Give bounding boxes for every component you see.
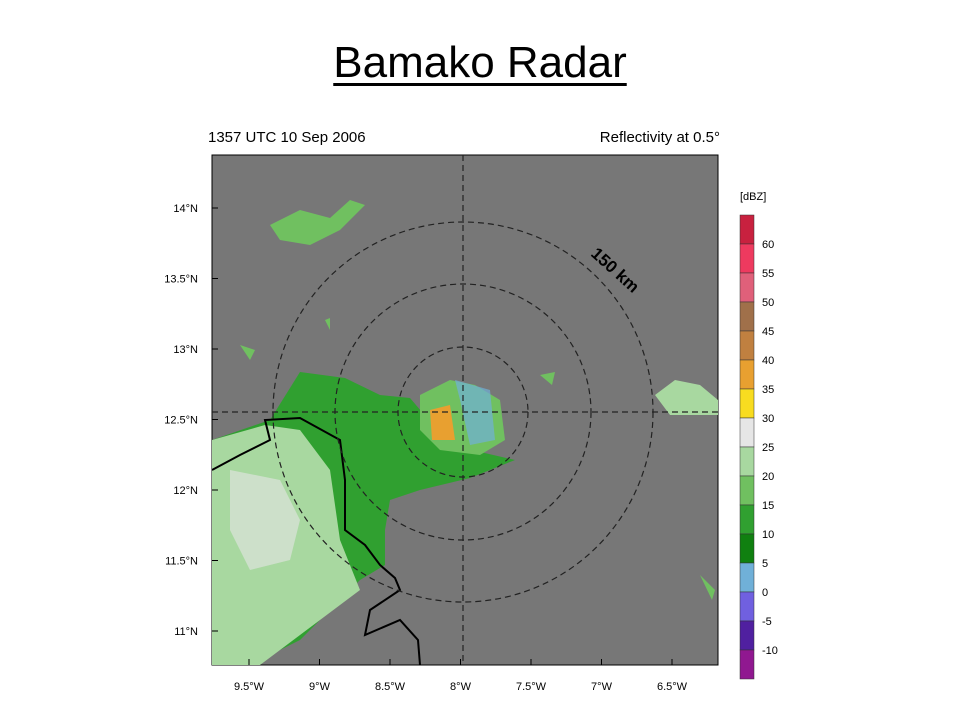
colorbar-box	[739, 214, 755, 245]
y-tick-label: 13.5°N	[164, 274, 198, 286]
slide-title: Bamako Radar	[333, 38, 627, 87]
colorbar-box	[739, 591, 755, 622]
echo-area	[230, 470, 300, 570]
y-tick-label: 11.5°N	[165, 556, 198, 568]
x-tick-label: 7.5°W	[516, 681, 547, 693]
colorbar-label: 35	[762, 384, 774, 396]
colorbar-unit: [dBZ]	[740, 191, 766, 203]
echo-area	[270, 200, 365, 245]
colorbar-box	[739, 446, 755, 477]
x-tick-label: 6.5°W	[657, 681, 688, 693]
colorbar-label: 10	[762, 529, 774, 541]
y-tick-label: 11°N	[174, 626, 198, 638]
colorbar-label: -5	[762, 616, 772, 628]
colorbar-box	[739, 388, 755, 419]
time-label: 1357 UTC 10 Sep 2006	[208, 129, 366, 146]
x-tick-label: 9.5°W	[234, 681, 265, 693]
y-tick-label: 13°N	[173, 344, 198, 356]
colorbar-label: 15	[762, 500, 774, 512]
colorbar-label: 45	[762, 326, 774, 338]
colorbar-label: 30	[762, 413, 774, 425]
border-line	[211, 416, 421, 666]
colorbar-box	[739, 533, 755, 564]
colorbar-box	[739, 417, 755, 448]
x-tick-label: 8°W	[450, 681, 472, 693]
y-tick-label: 14°N	[173, 203, 198, 215]
colorbar-label: 60	[762, 239, 774, 251]
colorbar-box	[739, 504, 755, 535]
range-rings	[212, 155, 718, 665]
field-label: Reflectivity at 0.5°	[600, 129, 720, 146]
colorbar-label: 55	[762, 268, 774, 280]
colorbar-label: 40	[762, 355, 774, 367]
x-tick-label: 9°W	[309, 681, 331, 693]
x-tick-label: 8.5°W	[375, 681, 406, 693]
colorbar-box	[739, 562, 755, 593]
echo-area	[655, 380, 718, 415]
colorbar-box	[739, 649, 755, 680]
axes: 9.5°W 9°W 8.5°W 8°W 7.5°W 7°W 6.5°W 14°N 13.5°N 1…	[164, 203, 687, 693]
x-tick-label: 7°W	[591, 681, 613, 693]
y-tick-label: 12.5°N	[164, 415, 198, 427]
colorbar-label: 0	[762, 587, 768, 599]
echo-area	[430, 405, 455, 440]
colorbar-label: 5	[762, 558, 768, 570]
colorbar-label: -10	[762, 645, 778, 657]
colorbar-box	[739, 475, 755, 506]
colorbar-box	[739, 243, 755, 274]
colorbar-label: 50	[762, 297, 774, 309]
colorbar-box	[739, 359, 755, 390]
y-tick-label: 12°N	[173, 485, 198, 497]
colorbar-box	[739, 272, 755, 303]
colorbar-label: 25	[762, 442, 774, 454]
echoes	[212, 200, 718, 665]
colorbar-box	[739, 330, 755, 361]
colorbar-box	[739, 620, 755, 651]
colorbar-label: 20	[762, 471, 774, 483]
colorbar-box	[739, 301, 755, 332]
